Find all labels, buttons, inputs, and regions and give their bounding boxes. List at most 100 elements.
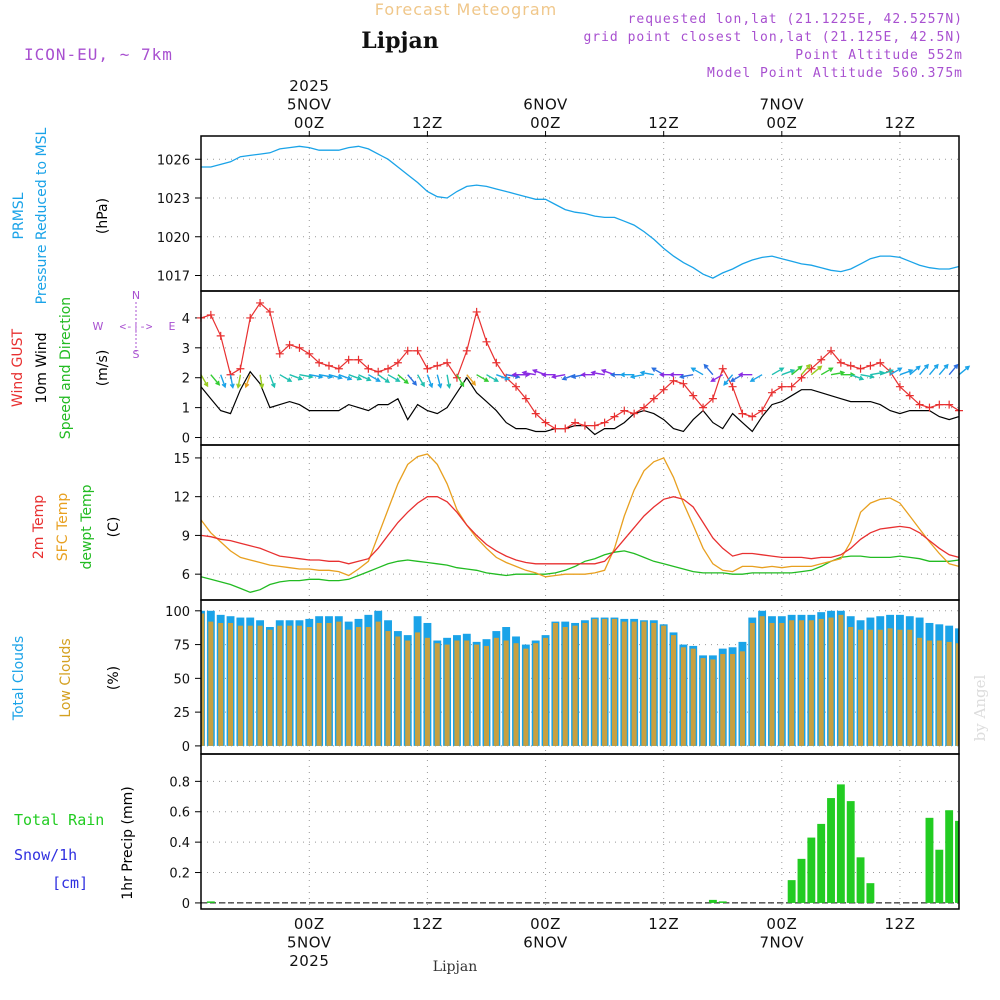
panel-label: Low Clouds: [58, 638, 74, 717]
low-cloud-bar: [769, 622, 775, 746]
wind-direction-arrow: [948, 363, 959, 376]
gust-marker: [315, 358, 324, 367]
y-tick-label: 75: [173, 639, 190, 654]
gust-marker: [580, 421, 589, 430]
wind-direction-arrow: [279, 374, 293, 382]
gust-marker: [354, 355, 363, 364]
gust-marker: [275, 349, 284, 358]
y-tick-label: 0.2: [169, 867, 190, 882]
gust-marker: [679, 379, 688, 388]
panel-label: Pressure Reduced to MSL: [34, 127, 50, 304]
y-tick-label: 6: [182, 568, 190, 583]
gust-marker: [630, 409, 639, 418]
time-label-top: 12Z: [412, 114, 443, 132]
rain-bar: [807, 837, 816, 903]
gust-marker: [256, 298, 265, 307]
rain-bar: [827, 798, 835, 903]
compass-s: S: [133, 348, 140, 361]
time-label-bottom: 5NOV: [287, 934, 332, 952]
rain-bar: [708, 899, 717, 903]
panel-label: 2m Temp: [31, 495, 47, 559]
rain-bar: [846, 801, 855, 903]
rain-bar: [817, 823, 826, 903]
gust-marker: [669, 376, 678, 385]
y-tick-label: 1: [182, 402, 190, 417]
rain-bar: [787, 880, 796, 903]
rain-bar: [866, 883, 875, 903]
compass-rose: NSW E<-|->: [93, 289, 176, 361]
gust-marker: [206, 310, 215, 319]
wind-direction-arrow: [496, 374, 510, 381]
low-cloud-bar: [887, 628, 893, 746]
wind-direction-arrow: [860, 373, 875, 379]
gust-marker: [708, 394, 717, 403]
gust-marker: [718, 364, 727, 373]
wind-direction-arrow: [737, 372, 753, 378]
wind-direction-arrow: [289, 374, 304, 381]
gust-marker: [856, 364, 865, 373]
y-tick-label: 1026: [157, 153, 190, 168]
gust-marker: [846, 361, 855, 370]
gust-marker: [610, 412, 619, 421]
gust-marker: [374, 367, 383, 376]
low-cloud-bar: [789, 620, 795, 746]
sfc-temp-line: [200, 453, 960, 578]
gust-marker: [344, 355, 353, 364]
wind-direction-arrow: [919, 363, 929, 376]
wind-direction-arrow: [850, 374, 865, 381]
wind-direction-arrow: [928, 363, 939, 376]
time-label-bottom: 12Z: [648, 915, 679, 933]
low-cloud-bar: [424, 637, 430, 746]
wind-direction-arrow: [511, 372, 526, 378]
panel-label: (C): [106, 517, 122, 538]
wind-direction-arrow: [879, 369, 894, 376]
wind-direction-arrow: [899, 369, 914, 376]
low-cloud-bar: [720, 654, 726, 746]
y-tick-label: 9: [182, 529, 190, 544]
low-cloud-bar: [444, 644, 450, 746]
wind-direction-arrow: [220, 374, 227, 389]
low-cloud-bar: [661, 625, 667, 746]
legend-snow-unit: [cm]: [52, 874, 88, 892]
low-cloud-bar: [552, 622, 558, 746]
gust-marker: [807, 364, 816, 373]
low-cloud-bar: [955, 643, 959, 746]
grid-point-coords: grid point closest lon,lat (21.125E, 42.…: [583, 30, 963, 45]
panel-frame: [200, 753, 960, 910]
time-label-top: 7NOV: [760, 96, 805, 114]
y-tick-label: 100: [165, 605, 190, 620]
gust-marker: [423, 364, 432, 373]
gust-marker: [246, 313, 255, 322]
time-label-top: 00Z: [766, 114, 797, 132]
low-cloud-bar: [365, 627, 371, 746]
rain-bar: [206, 901, 215, 903]
low-cloud-bar: [513, 643, 519, 746]
wind-direction-arrow: [771, 367, 785, 376]
low-cloud-bar: [208, 621, 214, 746]
wind-direction-arrow: [723, 374, 734, 386]
panel-frame: [200, 599, 960, 755]
wind-direction-arrow: [639, 370, 654, 376]
gust-marker: [472, 307, 481, 316]
pressure-line: [201, 145, 960, 279]
y-tick-label: 1023: [157, 192, 190, 207]
gust-marker: [945, 400, 954, 409]
panel-frame: [200, 444, 960, 601]
y-tick-label: 3: [182, 342, 190, 357]
low-cloud-bar: [346, 629, 352, 746]
gust-marker: [433, 361, 442, 370]
wind-direction-arrow: [269, 374, 276, 389]
gust-marker: [777, 382, 786, 391]
low-cloud-bar: [483, 645, 490, 746]
wind-direction-arrow: [550, 373, 566, 379]
low-cloud-bar: [316, 622, 322, 746]
low-cloud-bar: [759, 616, 765, 746]
low-cloud-bar: [464, 640, 470, 746]
low-cloud-bar: [237, 625, 243, 746]
low-cloud-bar: [670, 635, 677, 746]
y-tick-label: 12: [173, 491, 190, 506]
y-tick-label: 2: [182, 372, 190, 387]
wind-direction-arrow: [690, 367, 704, 376]
gust-marker: [265, 307, 274, 316]
